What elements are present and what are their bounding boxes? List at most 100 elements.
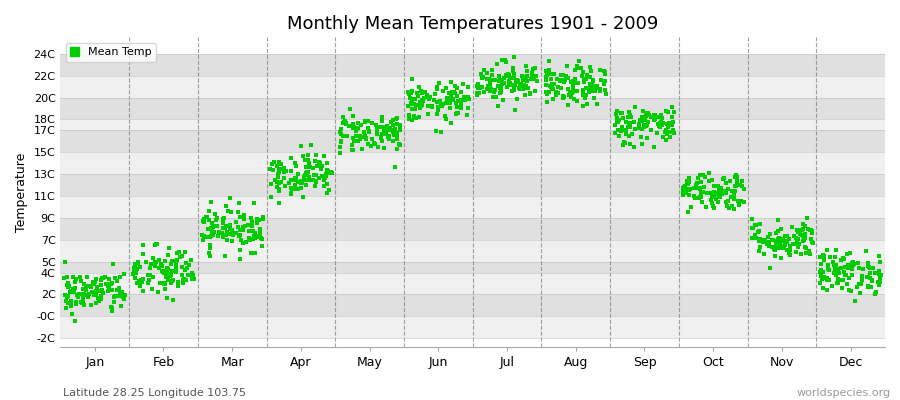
Point xyxy=(358,119,373,125)
Point xyxy=(493,85,508,91)
Point xyxy=(346,147,361,154)
Point xyxy=(518,92,533,98)
Point xyxy=(164,272,178,278)
Point xyxy=(301,169,315,176)
Legend: Mean Temp: Mean Temp xyxy=(66,43,157,62)
Point xyxy=(148,242,162,248)
Point xyxy=(159,274,174,280)
Point xyxy=(97,274,112,280)
Point xyxy=(104,281,118,287)
Point xyxy=(840,250,854,257)
Point xyxy=(836,256,850,262)
Point xyxy=(860,283,875,289)
Point xyxy=(667,109,681,115)
Point xyxy=(391,131,405,138)
Point xyxy=(139,259,153,265)
Point xyxy=(461,94,475,100)
Point xyxy=(791,243,806,250)
Point xyxy=(268,177,283,184)
Point xyxy=(322,169,337,175)
Point xyxy=(302,157,316,164)
Point xyxy=(622,122,636,129)
Point xyxy=(782,252,796,258)
Point xyxy=(820,246,834,253)
Point xyxy=(616,142,630,148)
Point xyxy=(415,102,429,108)
Point xyxy=(831,266,845,272)
Point xyxy=(134,277,148,284)
Point xyxy=(117,270,131,277)
Point xyxy=(247,232,261,239)
Point xyxy=(388,164,402,170)
Point xyxy=(656,134,670,140)
Point xyxy=(158,281,173,288)
Point xyxy=(274,166,288,172)
Point xyxy=(680,178,695,184)
Point xyxy=(728,183,742,190)
Point xyxy=(796,221,811,228)
Point xyxy=(540,98,554,105)
Point xyxy=(557,79,572,85)
Point xyxy=(824,283,839,290)
Point xyxy=(84,302,98,308)
Point xyxy=(608,122,623,128)
Point xyxy=(795,226,809,233)
Point xyxy=(298,172,312,178)
Point xyxy=(443,95,457,101)
Point xyxy=(79,287,94,294)
Point xyxy=(554,85,568,91)
Point xyxy=(492,78,507,84)
Point xyxy=(521,84,535,91)
Point xyxy=(319,171,333,178)
Point xyxy=(208,210,222,217)
Point xyxy=(353,136,367,142)
Point xyxy=(346,121,360,128)
Point xyxy=(234,237,248,243)
Point xyxy=(483,82,498,88)
Point xyxy=(804,227,818,233)
Point xyxy=(744,224,759,231)
Point xyxy=(403,90,418,96)
Point xyxy=(616,115,631,122)
Point xyxy=(346,134,360,141)
Point xyxy=(624,114,638,120)
Point xyxy=(757,250,771,257)
Point xyxy=(320,181,334,188)
Point xyxy=(368,141,382,147)
Point xyxy=(661,122,675,129)
Bar xyxy=(60,152,885,174)
Point xyxy=(625,131,639,138)
Point xyxy=(852,265,867,271)
Point xyxy=(538,68,553,74)
Y-axis label: Temperature: Temperature xyxy=(15,152,28,232)
Point xyxy=(579,76,593,82)
Point xyxy=(377,128,392,134)
Point xyxy=(787,241,801,247)
Point xyxy=(438,115,453,122)
Point xyxy=(439,100,454,106)
Point xyxy=(610,114,625,121)
Point xyxy=(211,233,225,239)
Point xyxy=(765,244,779,250)
Point xyxy=(69,276,84,282)
Point xyxy=(300,172,314,178)
Point xyxy=(458,96,473,103)
Point xyxy=(634,134,648,140)
Point xyxy=(143,261,157,268)
Point xyxy=(593,67,608,73)
Point xyxy=(392,122,407,128)
Point xyxy=(851,281,866,288)
Point xyxy=(89,276,104,282)
Point xyxy=(205,224,220,230)
Point xyxy=(785,224,799,230)
Point xyxy=(760,238,775,245)
Point xyxy=(334,139,348,145)
Point xyxy=(560,63,574,70)
Point xyxy=(405,98,419,104)
Point xyxy=(449,111,464,118)
Point xyxy=(768,247,782,253)
Point xyxy=(769,245,783,252)
Point xyxy=(414,97,428,103)
Point xyxy=(454,104,468,111)
Point xyxy=(652,123,666,130)
